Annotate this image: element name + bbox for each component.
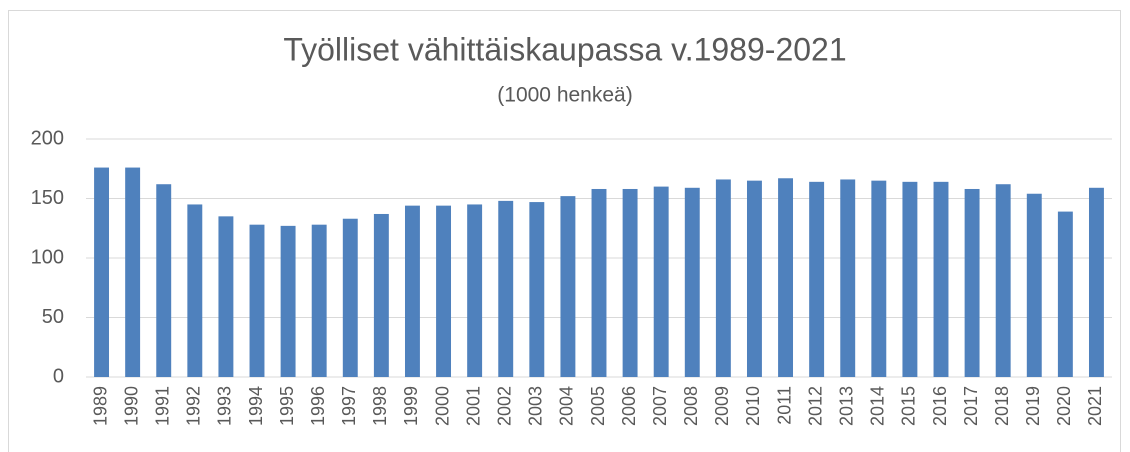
bar xyxy=(871,180,887,377)
x-tick-label: 2012 xyxy=(805,386,825,426)
x-tick-label: 1999 xyxy=(401,386,421,426)
bar xyxy=(342,218,358,377)
y-tick-label: 0 xyxy=(53,365,64,387)
bar xyxy=(498,200,514,377)
bar xyxy=(964,188,980,377)
bar xyxy=(249,224,265,377)
x-tick-label: 2019 xyxy=(1023,386,1043,426)
bar xyxy=(467,204,483,377)
x-tick-label: 2000 xyxy=(432,386,452,426)
x-tick-label: 2013 xyxy=(836,386,856,426)
bar xyxy=(1088,187,1104,377)
x-tick-label: 2018 xyxy=(992,386,1012,426)
y-tick-label: 150 xyxy=(31,187,64,209)
x-tick-label: 2004 xyxy=(557,386,577,426)
bar xyxy=(311,224,327,377)
bar xyxy=(715,179,731,377)
x-tick-label: 1996 xyxy=(308,386,328,426)
x-tick-label: 1991 xyxy=(152,386,172,426)
x-tick-label: 2003 xyxy=(526,386,546,426)
x-tick-label: 2007 xyxy=(650,386,670,426)
x-tick-label: 1998 xyxy=(370,386,390,426)
x-tick-label: 1992 xyxy=(184,386,204,426)
x-tick-label: 2014 xyxy=(868,386,888,426)
bar xyxy=(809,181,825,377)
x-tick-label: 2017 xyxy=(961,386,981,426)
bar xyxy=(529,202,545,377)
x-tick-label: 2009 xyxy=(712,386,732,426)
x-tick-label: 2020 xyxy=(1054,386,1074,426)
y-tick-label: 200 xyxy=(31,127,64,149)
x-tick-label: 2006 xyxy=(619,386,639,426)
bar xyxy=(373,213,389,377)
y-tick-label: 100 xyxy=(31,246,64,268)
bar xyxy=(1057,211,1073,377)
bar xyxy=(404,205,420,377)
bar xyxy=(125,167,141,377)
bar xyxy=(746,180,762,377)
chart-border xyxy=(8,10,1121,452)
x-tick-label: 1990 xyxy=(121,386,141,426)
x-tick-label: 2001 xyxy=(463,386,483,426)
x-tick-label: 1995 xyxy=(277,386,297,426)
x-tick-label: 2008 xyxy=(681,386,701,426)
bar xyxy=(560,196,576,377)
bar xyxy=(1026,193,1042,377)
chart-subtitle: (1000 henkeä) xyxy=(497,84,632,107)
x-tick-label: 1997 xyxy=(339,386,359,426)
x-tick-label: 2005 xyxy=(588,386,608,426)
x-tick-label: 2021 xyxy=(1085,386,1105,426)
bar xyxy=(995,184,1011,377)
x-tick-label: 1993 xyxy=(215,386,235,426)
x-tick-label: 1994 xyxy=(246,386,266,426)
bar xyxy=(622,188,638,377)
x-tick-label: 2011 xyxy=(774,386,794,425)
bar xyxy=(653,186,669,377)
bar xyxy=(280,225,296,377)
x-tick-label: 1989 xyxy=(90,386,110,426)
bar xyxy=(436,205,452,377)
bar xyxy=(94,167,110,377)
bar xyxy=(902,181,918,377)
y-tick-label: 50 xyxy=(42,306,64,328)
x-tick-label: 2010 xyxy=(743,386,763,426)
x-tick-label: 2015 xyxy=(899,386,919,426)
bar xyxy=(778,178,794,377)
bar xyxy=(933,181,949,377)
bar xyxy=(156,184,172,377)
x-tick-label: 2016 xyxy=(930,386,950,426)
bar xyxy=(218,216,234,377)
bar xyxy=(591,188,607,377)
x-tick-label: 2002 xyxy=(494,386,514,426)
chart-title: Työlliset vähittäiskaupassa v.1989-2021 xyxy=(283,31,846,67)
bar xyxy=(840,179,856,377)
bar xyxy=(684,187,700,377)
bar xyxy=(187,204,203,377)
